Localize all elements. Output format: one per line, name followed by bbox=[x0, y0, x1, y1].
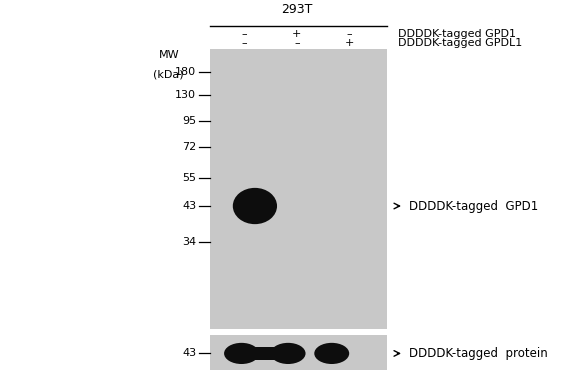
Text: –: – bbox=[242, 29, 247, 39]
Text: 43: 43 bbox=[182, 349, 196, 358]
Text: 293T: 293T bbox=[281, 3, 313, 16]
Text: DDDDK-tagged  GPD1: DDDDK-tagged GPD1 bbox=[409, 200, 538, 212]
Text: +: + bbox=[345, 39, 354, 48]
Ellipse shape bbox=[271, 343, 306, 364]
Text: –: – bbox=[346, 29, 352, 39]
Bar bbox=[210, 330, 387, 334]
Ellipse shape bbox=[233, 188, 277, 224]
Text: 55: 55 bbox=[182, 173, 196, 183]
Text: DDDDK-tagged  protein: DDDDK-tagged protein bbox=[409, 347, 547, 360]
Bar bbox=[242, 347, 288, 360]
Text: 72: 72 bbox=[182, 143, 196, 152]
Text: DDDDK-tagged GPDL1: DDDDK-tagged GPDL1 bbox=[398, 39, 521, 48]
Ellipse shape bbox=[314, 343, 349, 364]
Text: (kDa): (kDa) bbox=[154, 70, 184, 80]
Text: +: + bbox=[292, 29, 301, 39]
Text: –: – bbox=[294, 39, 300, 48]
Text: 34: 34 bbox=[182, 237, 196, 247]
Text: 180: 180 bbox=[175, 67, 196, 77]
Text: –: – bbox=[242, 39, 247, 48]
Bar bbox=[210, 335, 387, 370]
Bar bbox=[210, 49, 387, 329]
Text: DDDDK-tagged GPD1: DDDDK-tagged GPD1 bbox=[398, 29, 516, 39]
Text: 130: 130 bbox=[175, 90, 196, 99]
Ellipse shape bbox=[224, 343, 259, 364]
Text: 95: 95 bbox=[182, 116, 196, 126]
Text: MW: MW bbox=[158, 51, 179, 60]
Text: 43: 43 bbox=[182, 201, 196, 211]
